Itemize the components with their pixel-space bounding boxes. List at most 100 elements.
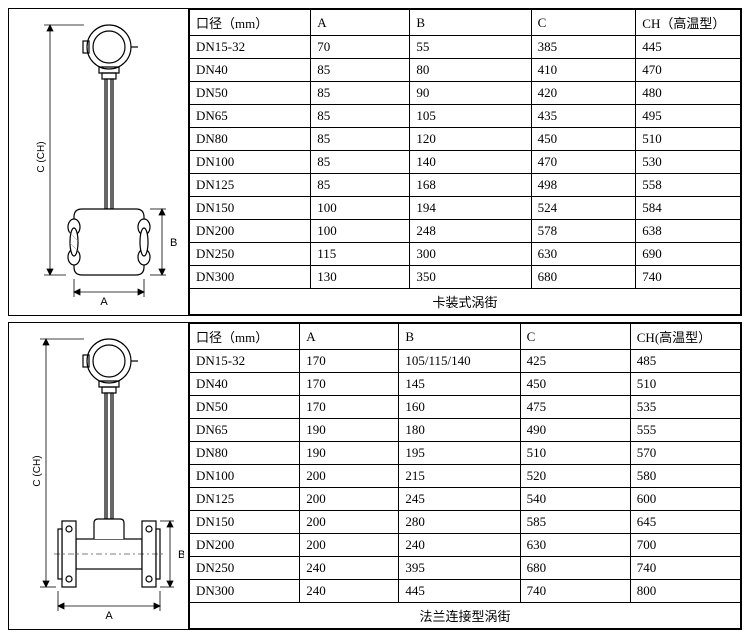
table-cell: 190 [300,442,399,465]
table-cell: 248 [410,220,531,243]
table-cell: 180 [399,419,520,442]
table-cell: 70 [311,36,410,59]
table-row: DN200200240630700 [190,534,741,557]
table-row: DN15-327055385445 [190,36,741,59]
table-cell: DN100 [190,465,300,488]
table-cell: 240 [300,580,399,603]
table-cell: 200 [300,465,399,488]
table-cell: 450 [531,128,636,151]
table-cell: 300 [410,243,531,266]
table-cell: 85 [311,151,410,174]
table-row: DN12585168498558 [190,174,741,197]
table-cell: 510 [630,373,740,396]
table-cell: DN40 [190,373,300,396]
table-cell: 680 [520,557,630,580]
col-header: 口径（mm） [190,10,311,36]
table-cell: 690 [636,243,741,266]
table-cell: 580 [630,465,740,488]
table-cell: 160 [399,396,520,419]
table-row: DN8085120450510 [190,128,741,151]
table-cell: DN15-32 [190,36,311,59]
table-cell: 85 [311,174,410,197]
table-cell: 170 [300,396,399,419]
table-cell: 350 [410,266,531,289]
col-header: CH（高温型） [636,10,741,36]
table-cell: 215 [399,465,520,488]
flange-dimensions-table: 口径（mm）ABCCH(高温型） DN15-32170105/115/14042… [189,323,741,629]
table-cell: 190 [300,419,399,442]
table-cell: 700 [630,534,740,557]
table-cell: 450 [520,373,630,396]
table-cell: DN65 [190,105,311,128]
table-cell: 130 [311,266,410,289]
table-cell: DN15-32 [190,350,300,373]
table-row: DN300130350680740 [190,266,741,289]
table-row: DN65190180490555 [190,419,741,442]
table-wafer: 口径（mm）ABCCH（高温型） DN15-327055385445DN4085… [189,9,741,315]
table-cell: DN50 [190,82,311,105]
table-cell: 85 [311,105,410,128]
table-cell: 680 [531,266,636,289]
table-row: DN250115300630690 [190,243,741,266]
table-row: DN80190195510570 [190,442,741,465]
table-cell: 520 [520,465,630,488]
table-row: DN50170160475535 [190,396,741,419]
table-cell: 435 [531,105,636,128]
table-cell: 475 [520,396,630,419]
table-cell: 385 [531,36,636,59]
table-cell: 145 [399,373,520,396]
table-cell: 510 [636,128,741,151]
table-cell: DN125 [190,488,300,511]
table-cell: 645 [630,511,740,534]
table-cell: 80 [410,59,531,82]
table-cell: 425 [520,350,630,373]
table-cell: 90 [410,82,531,105]
table-cell: DN40 [190,59,311,82]
table-row: DN40170145450510 [190,373,741,396]
table-cell: 280 [399,511,520,534]
table-cell: 55 [410,36,531,59]
table-cell: DN200 [190,534,300,557]
table-row: DN15-32170105/115/140425485 [190,350,741,373]
table-cell: 630 [520,534,630,557]
table-cell: 740 [636,266,741,289]
table-cell: DN150 [190,511,300,534]
diagram-wafer: B A C (CH) [9,9,189,315]
col-header: C [520,324,630,350]
wafer-caption: 卡装式涡街 [190,289,741,315]
table-cell: 170 [300,350,399,373]
table-cell: 638 [636,220,741,243]
table-cell: 445 [399,580,520,603]
wafer-dimensions-table: 口径（mm）ABCCH（高温型） DN15-327055385445DN4085… [189,9,741,315]
table-cell: 200 [300,511,399,534]
table-cell: 105/115/140 [399,350,520,373]
table-cell: 240 [399,534,520,557]
table-cell: 115 [311,243,410,266]
table-cell: 570 [630,442,740,465]
table-cell: 585 [520,511,630,534]
table-cell: 495 [636,105,741,128]
table-flange: 口径（mm）ABCCH(高温型） DN15-32170105/115/14042… [189,323,741,629]
table-row: DN300240445740800 [190,580,741,603]
col-header: CH(高温型） [630,324,740,350]
table-cell: 540 [520,488,630,511]
table-cell: 558 [636,174,741,197]
table-cell: DN200 [190,220,311,243]
diagram-flange: B A C (CH) [9,323,189,629]
table-cell: 395 [399,557,520,580]
table-row: DN250240395680740 [190,557,741,580]
table-row: DN200100248578638 [190,220,741,243]
table-cell: 600 [630,488,740,511]
table-cell: DN80 [190,442,300,465]
col-header: A [311,10,410,36]
table-row: DN6585105435495 [190,105,741,128]
table-cell: DN300 [190,580,300,603]
table-cell: 740 [520,580,630,603]
table-cell: 105 [410,105,531,128]
table-cell: 490 [520,419,630,442]
col-header: A [300,324,399,350]
flange-diagram-svg: B A C (CH) [14,331,184,621]
table-cell: DN80 [190,128,311,151]
table-cell: 740 [630,557,740,580]
table-cell: 470 [531,151,636,174]
